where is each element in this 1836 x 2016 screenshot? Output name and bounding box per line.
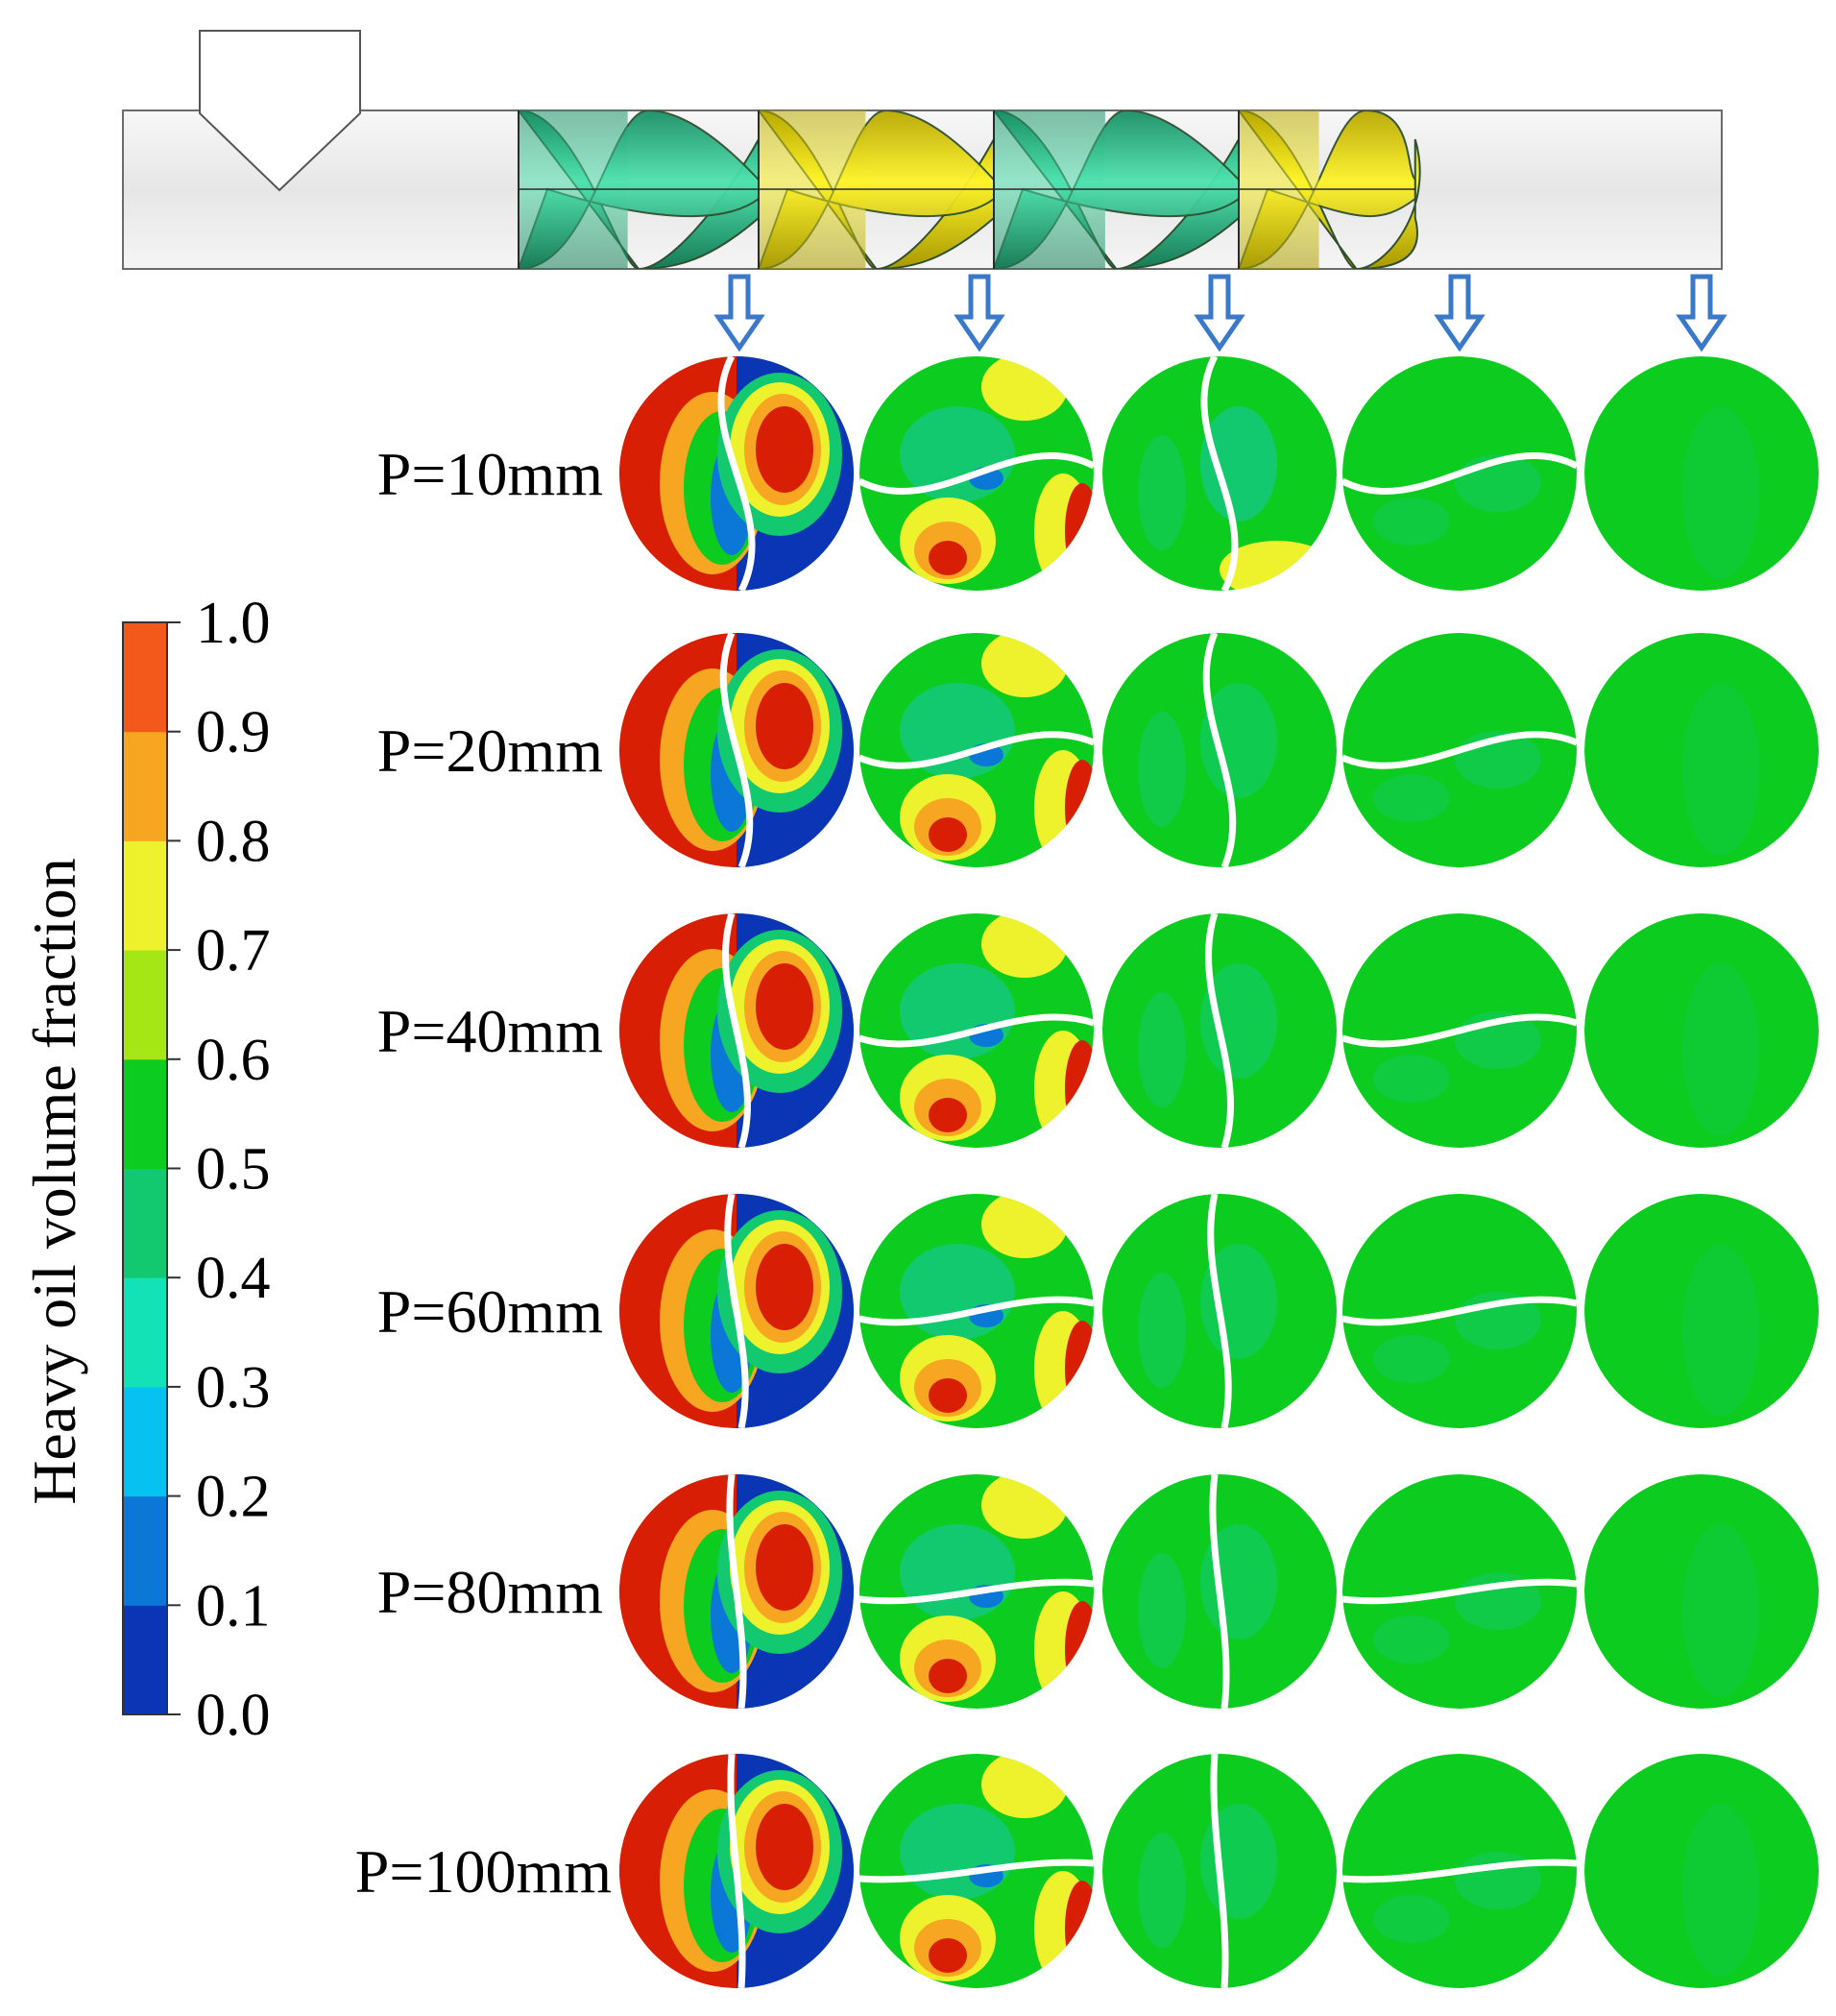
colorbar-swatch [123,840,167,951]
colorbar-tick-label: 0.2 [196,1465,271,1530]
colorbar-swatch [123,1386,167,1497]
colorbar-tick-label: 0.7 [196,918,271,984]
mixer-element-2 [757,110,995,269]
mixer-elements [517,110,1421,269]
contour-disc-r1-c5 [1584,356,1819,591]
contour-disc-r1-c1 [619,356,854,591]
contour-disc-r2-c3 [1102,633,1337,867]
colorbar-swatch [123,1058,167,1169]
row-labels: P=10mm P=20mm P=40mm P=60mm P=80mm P=100mm [355,440,612,1906]
contour-disc-r2-c2 [859,633,1094,867]
contour-disc-r5-c3 [1102,1474,1337,1709]
row-label: P=10mm [377,440,603,508]
contour-disc-r1-c4 [1342,356,1577,591]
contour-disc-r6-c2 [859,1754,1094,1988]
contour-disc-r4-c4 [1342,1194,1577,1428]
down-arrow-icon [954,274,1005,352]
contour-disc-r4-c2 [859,1194,1094,1428]
contour-disc-r3-c3 [1102,913,1337,1148]
colorbar-swatch [123,731,167,841]
down-arrow-icon [1194,274,1245,352]
contour-disc-r1-c3 [1102,356,1337,591]
contour-disc-r4-c1 [619,1194,854,1428]
contour-disc-r2-c5 [1584,633,1819,867]
contour-disc-r2-c4 [1342,633,1577,867]
colorbar-tick-label: 0.9 [196,700,271,765]
contour-disc-r3-c2 [859,913,1094,1148]
down-arrow-icon [1676,274,1727,352]
colorbar-title: Heavy oil volume fraction [20,858,88,1505]
contour-disc-r6-c4 [1342,1754,1577,1988]
down-arrow-icon [1434,274,1486,352]
row-label: P=80mm [377,1558,603,1626]
colorbar-swatch [123,1605,167,1715]
colorbar-tick-label: 1.0 [196,591,271,656]
contour-disc-r6-c3 [1102,1754,1337,1988]
row-label: P=100mm [355,1837,612,1906]
contour-disc-r3-c1 [619,913,854,1148]
contour-disc-r5-c4 [1342,1474,1577,1709]
colorbar-tick-label: 0.3 [196,1355,271,1421]
section-arrows [713,274,1727,352]
contour-disc-r5-c2 [859,1474,1094,1709]
colorbar-swatch [123,622,167,733]
colorbar-tick-label: 0.0 [196,1683,271,1748]
colorbar-tick-label: 0.1 [196,1573,271,1639]
colorbar-swatch [123,1168,167,1278]
colorbar-swatch [123,950,167,1060]
colorbar-tick-label: 0.4 [196,1246,271,1311]
mixer-element-4 [1237,110,1421,269]
contour-disc-r4-c3 [1102,1194,1337,1428]
colorbar-swatch [123,1495,167,1606]
contour-disc-r6-c5 [1584,1754,1819,1988]
mixer-element-3 [992,110,1240,269]
contour-disc-r6-c1 [619,1754,854,1988]
colorbar-tick-label: 0.6 [196,1028,271,1093]
inlet-port [199,30,361,192]
contour-disc-r4-c5 [1584,1194,1819,1428]
mixer-element-1 [517,110,760,269]
row-label: P=20mm [377,717,603,785]
colorbar-tick-label: 0.8 [196,809,271,874]
contour-disc-r3-c4 [1342,913,1577,1148]
contour-disc-r1-c2 [859,356,1094,591]
contour-disc-r5-c1 [619,1474,854,1709]
colorbar-swatch [123,1277,167,1388]
contour-disc-r2-c1 [619,633,854,867]
contour-disc-r3-c5 [1584,913,1819,1148]
row-label: P=40mm [377,997,603,1065]
contour-disc-r5-c5 [1584,1474,1819,1709]
colorbar: 0.0 0.1 0.2 0.3 0.4 0.5 0.6 0.7 0.8 0.9 1.0 [122,591,271,1748]
down-arrow-icon [713,274,765,352]
row-label: P=60mm [377,1277,603,1346]
static-mixer-pipe [122,30,1723,270]
contour-grid [619,356,1819,1988]
colorbar-tick-label: 0.5 [196,1137,271,1202]
